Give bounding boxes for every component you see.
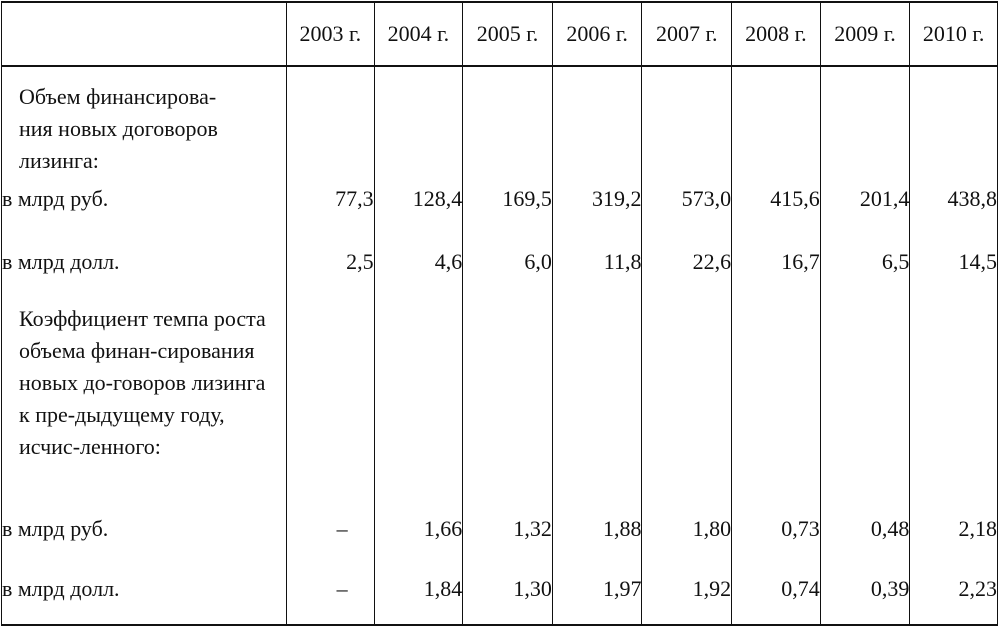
column-header-2008: 2008 г. <box>731 1 821 67</box>
value-cell: 1,84 <box>373 573 464 626</box>
row-label: в млрд долл. <box>1 573 287 626</box>
value-cell: 573,0 <box>641 183 733 246</box>
value-cell: 0,74 <box>731 573 821 626</box>
empty-cell <box>641 303 733 513</box>
column-header-2009: 2009 г. <box>819 1 911 67</box>
section-label-text: Коэффициент темпа роста объема финан-сир… <box>19 306 266 459</box>
section-label: Коэффициент темпа роста объема финан-сир… <box>1 303 287 513</box>
empty-cell <box>286 66 375 183</box>
section-row-financing-volume: Объем финансирова-ния новых договоров ли… <box>1 66 998 183</box>
value-cell: 77,3 <box>286 183 375 246</box>
value-cell: 415,6 <box>731 183 821 246</box>
value-cell: 1,92 <box>641 573 733 626</box>
column-header-2004: 2004 г. <box>373 1 464 67</box>
empty-cell <box>909 66 998 183</box>
empty-cell <box>551 66 643 183</box>
table-row: в млрд долл. – 1,84 1,30 1,97 1,92 0,74 … <box>1 573 998 626</box>
value-cell: 1,30 <box>462 573 553 626</box>
empty-cell <box>286 303 375 513</box>
value-cell: 1,97 <box>551 573 643 626</box>
table-header-row: 2003 г. 2004 г. 2005 г. 2006 г. 2007 г. … <box>1 1 998 67</box>
value-cell: 0,48 <box>819 513 911 573</box>
empty-cell <box>373 303 464 513</box>
section-label-text: Объем финансирова-ния новых договоров ли… <box>19 84 218 173</box>
empty-cell <box>641 66 733 183</box>
value-cell: 0,73 <box>731 513 821 573</box>
table-row: в млрд долл. 2,5 4,6 6,0 11,8 22,6 16,7 … <box>1 246 998 303</box>
value-cell: 22,6 <box>641 246 733 303</box>
section-row-growth-coefficient: Коэффициент темпа роста объема финан-сир… <box>1 303 998 513</box>
value-cell: 14,5 <box>909 246 998 303</box>
value-cell: – <box>286 573 375 626</box>
empty-cell <box>731 66 821 183</box>
value-cell: 201,4 <box>819 183 911 246</box>
row-label: в млрд долл. <box>1 246 287 303</box>
value-cell: 4,6 <box>373 246 464 303</box>
row-label: в млрд руб. <box>1 183 287 246</box>
value-cell: 6,5 <box>819 246 911 303</box>
empty-cell <box>373 66 464 183</box>
value-cell: 1,88 <box>551 513 643 573</box>
value-cell: 2,23 <box>909 573 998 626</box>
empty-cell <box>731 303 821 513</box>
value-cell: 128,4 <box>373 183 464 246</box>
value-cell: 11,8 <box>551 246 643 303</box>
table-row: в млрд руб. 77,3 128,4 169,5 319,2 573,0… <box>1 183 998 246</box>
value-cell: 1,80 <box>641 513 733 573</box>
value-cell: 1,66 <box>373 513 464 573</box>
column-header-2010: 2010 г. <box>909 1 998 67</box>
row-label: в млрд руб. <box>1 513 287 573</box>
value-cell: 16,7 <box>731 246 821 303</box>
section-label: Объем финансирова-ния новых договоров ли… <box>1 66 287 183</box>
value-cell: 1,32 <box>462 513 553 573</box>
header-blank-cell <box>1 1 287 67</box>
empty-cell <box>819 303 911 513</box>
value-cell: 0,39 <box>819 573 911 626</box>
value-cell: 2,18 <box>909 513 998 573</box>
value-cell: 438,8 <box>909 183 998 246</box>
empty-cell <box>551 303 643 513</box>
value-cell: 6,0 <box>462 246 553 303</box>
empty-cell <box>462 66 553 183</box>
column-header-2006: 2006 г. <box>551 1 643 67</box>
value-cell: 2,5 <box>286 246 375 303</box>
table-row: в млрд руб. – 1,66 1,32 1,88 1,80 0,73 0… <box>1 513 998 573</box>
value-cell: 169,5 <box>462 183 553 246</box>
empty-cell <box>462 303 553 513</box>
empty-cell <box>909 303 998 513</box>
empty-cell <box>819 66 911 183</box>
value-cell: – <box>286 513 375 573</box>
column-header-2003: 2003 г. <box>286 1 375 67</box>
column-header-2005: 2005 г. <box>462 1 553 67</box>
value-cell: 319,2 <box>551 183 643 246</box>
column-header-2007: 2007 г. <box>641 1 733 67</box>
